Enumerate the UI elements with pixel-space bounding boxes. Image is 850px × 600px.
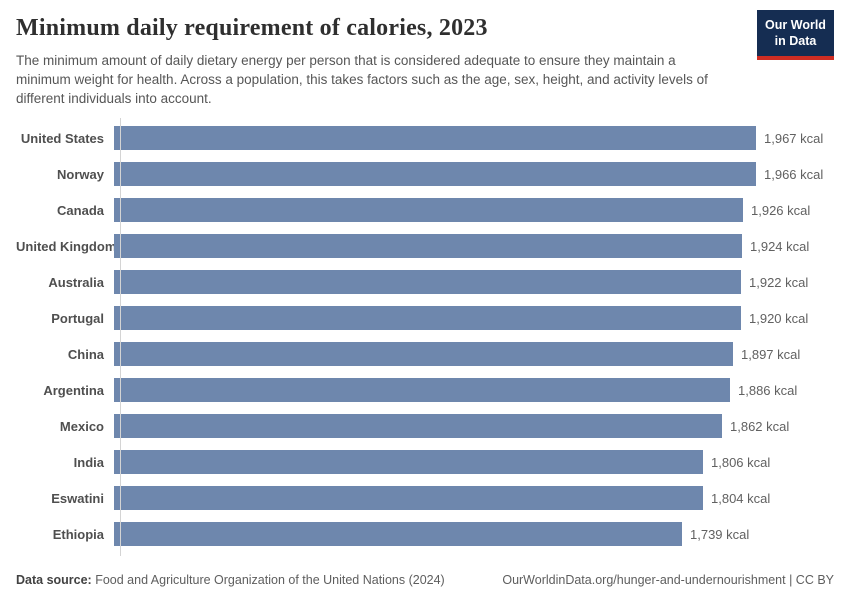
bar[interactable]: [114, 162, 756, 187]
data-source: Data source: Food and Agriculture Organi…: [16, 573, 445, 587]
bar-chart: United States 1,967 kcal Norway 1,966 kcal C…: [16, 118, 834, 557]
value-label: 1,967 kcal: [764, 130, 824, 146]
value-label: 1,924 kcal: [750, 238, 810, 254]
country-label: India: [73, 454, 104, 470]
value-label: 1,862 kcal: [730, 418, 790, 434]
value-label: 1,804 kcal: [711, 490, 771, 506]
bar[interactable]: [114, 378, 730, 403]
bar-row: United States 1,967 kcal: [16, 120, 834, 156]
bar-zone: 1,886 kcal: [113, 372, 834, 408]
owid-logo-line2: in Data: [774, 34, 817, 49]
bar[interactable]: [114, 126, 756, 151]
data-source-label: Data source:: [16, 573, 92, 587]
bar-zone: 1,924 kcal: [113, 228, 834, 264]
bar-zone: 1,862 kcal: [113, 408, 834, 444]
value-label: 1,897 kcal: [741, 346, 801, 362]
chart-header: Minimum daily requirement of calories, 2…: [0, 0, 850, 108]
value-label: 1,922 kcal: [749, 274, 809, 290]
country-label: United Kingdom: [16, 238, 117, 254]
bar-zone: 1,926 kcal: [113, 192, 834, 228]
bar[interactable]: [114, 198, 743, 223]
bar-row: Mexico 1,862 kcal: [16, 408, 834, 444]
bar-row: Canada 1,926 kcal: [16, 192, 834, 228]
bar-zone: 1,967 kcal: [113, 120, 834, 156]
bar-row: United Kingdom 1,924 kcal: [16, 228, 834, 264]
country-label: United States: [20, 130, 104, 146]
bar-rows: United States 1,967 kcal Norway 1,966 kcal C…: [16, 120, 834, 552]
bar[interactable]: [114, 414, 722, 439]
value-label: 1,806 kcal: [711, 454, 771, 470]
bar[interactable]: [114, 306, 741, 331]
bar[interactable]: [114, 450, 703, 475]
bar-zone: 1,922 kcal: [113, 264, 834, 300]
value-label: 1,739 kcal: [690, 526, 750, 542]
bar[interactable]: [114, 486, 703, 511]
country-label: Argentina: [43, 382, 104, 398]
owid-logo-line1: Our World: [765, 18, 826, 32]
bar-zone: 1,920 kcal: [113, 300, 834, 336]
bar-row: Argentina 1,886 kcal: [16, 372, 834, 408]
value-label: 1,926 kcal: [751, 202, 811, 218]
bar-zone: 1,966 kcal: [113, 156, 834, 192]
country-label: China: [67, 346, 104, 362]
owid-url-license[interactable]: OurWorldinData.org/hunger-and-undernouri…: [502, 573, 834, 587]
country-label: Canada: [57, 202, 104, 218]
country-label: Portugal: [51, 310, 104, 326]
country-label: Norway: [57, 166, 104, 182]
bar-zone: 1,739 kcal: [113, 516, 834, 552]
country-label: Ethiopia: [52, 526, 104, 542]
data-source-text: Food and Agriculture Organization of the…: [91, 573, 445, 587]
value-label: 1,966 kcal: [764, 166, 824, 182]
owid-logo[interactable]: Our World in Data: [757, 10, 834, 60]
bar-zone: 1,804 kcal: [113, 480, 834, 516]
bar-row: Norway 1,966 kcal: [16, 156, 834, 192]
value-label: 1,920 kcal: [749, 310, 809, 326]
country-label: Eswatini: [51, 490, 104, 506]
page-title: Minimum daily requirement of calories, 2…: [16, 15, 488, 41]
bar[interactable]: [114, 342, 733, 367]
y-axis-line: [120, 118, 121, 557]
bar-row: Portugal 1,920 kcal: [16, 300, 834, 336]
bar[interactable]: [114, 522, 682, 547]
bar-zone: 1,806 kcal: [113, 444, 834, 480]
bar-row: Australia 1,922 kcal: [16, 264, 834, 300]
bar[interactable]: [114, 234, 742, 259]
bar-zone: 1,897 kcal: [113, 336, 834, 372]
chart-footer: Data source: Food and Agriculture Organi…: [0, 573, 850, 600]
bar-row: Ethiopia 1,739 kcal: [16, 516, 834, 552]
title-block: Minimum daily requirement of calories, 2…: [16, 10, 757, 108]
bar-row: India 1,806 kcal: [16, 444, 834, 480]
country-label: Australia: [48, 274, 104, 290]
value-label: 1,886 kcal: [738, 382, 798, 398]
country-label: Mexico: [59, 418, 104, 434]
bar[interactable]: [114, 270, 741, 295]
bar-row: China 1,897 kcal: [16, 336, 834, 372]
bar-row: Eswatini 1,804 kcal: [16, 480, 834, 516]
chart-subtitle: The minimum amount of daily dietary ener…: [16, 52, 708, 107]
